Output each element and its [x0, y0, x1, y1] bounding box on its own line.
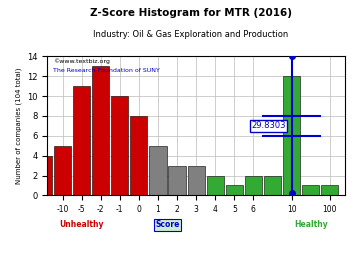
Bar [226, 185, 243, 195]
Text: 29.8303: 29.8303 [251, 121, 286, 130]
Bar [168, 166, 186, 195]
Text: Score: Score [155, 220, 180, 229]
Bar [188, 166, 205, 195]
Bar [73, 86, 90, 195]
Text: Unhealthy: Unhealthy [59, 220, 104, 229]
Bar [321, 185, 338, 195]
Bar [264, 176, 281, 195]
Bar [35, 156, 52, 195]
Bar [111, 96, 129, 195]
Bar [130, 116, 148, 195]
Bar [302, 185, 319, 195]
Y-axis label: Number of companies (104 total): Number of companies (104 total) [15, 68, 22, 184]
Text: ©www.textbiz.org: ©www.textbiz.org [53, 58, 110, 64]
Bar [149, 146, 167, 195]
Bar [16, 156, 33, 195]
Bar [54, 146, 71, 195]
Text: The Research Foundation of SUNY: The Research Foundation of SUNY [53, 68, 160, 73]
Bar [283, 76, 300, 195]
Bar [207, 176, 224, 195]
Text: Healthy: Healthy [294, 220, 328, 229]
Bar [245, 176, 262, 195]
Bar [92, 66, 109, 195]
Text: Industry: Oil & Gas Exploration and Production: Industry: Oil & Gas Exploration and Prod… [93, 30, 288, 39]
Text: Z-Score Histogram for MTR (2016): Z-Score Histogram for MTR (2016) [90, 8, 292, 18]
